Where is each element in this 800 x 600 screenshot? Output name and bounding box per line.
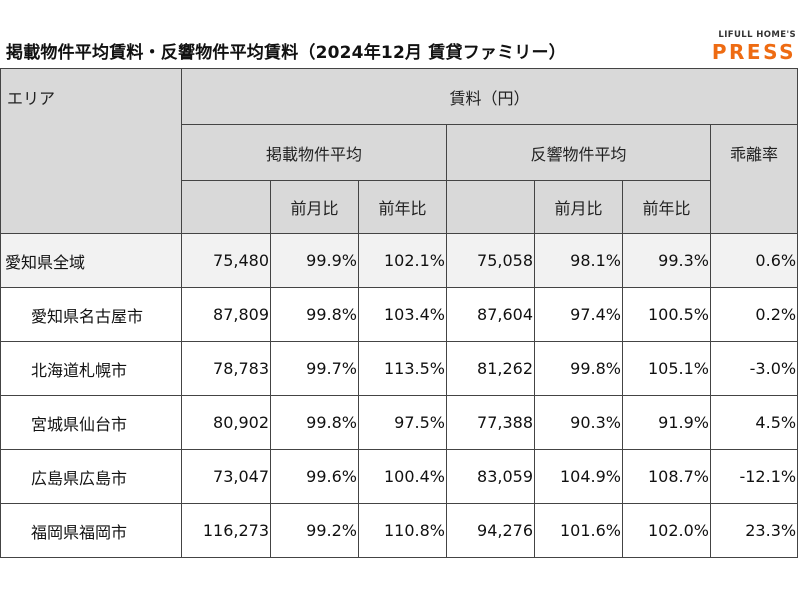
response-yoy-cell: 108.7%	[622, 449, 711, 504]
response-yoy-header: 前年比	[622, 180, 711, 234]
listing-avg-cell: 73,047	[181, 449, 271, 504]
area-header: エリア	[0, 68, 182, 234]
response-avg-cell: 87,604	[446, 287, 535, 342]
response-yoy-cell: 99.3%	[622, 233, 711, 288]
listing-spacer	[181, 180, 271, 234]
logo-main-text: PRESS	[711, 40, 796, 64]
response-yoy-cell: 102.0%	[622, 503, 711, 558]
area-cell: 宮城県仙台市	[0, 395, 182, 450]
response-mom-header: 前月比	[534, 180, 623, 234]
response-mom-cell: 101.6%	[534, 503, 623, 558]
area-cell: 愛知県全域	[0, 233, 182, 288]
lifull-homes-press-logo: LIFULL HOME'S PRESS	[706, 30, 796, 64]
listing-avg-cell: 75,480	[181, 233, 271, 288]
rent-table: エリア 賃料（円） 掲載物件平均 反響物件平均 乖離率 前月比 前年比 前月比 …	[0, 68, 799, 558]
gap-header: 乖離率	[709, 124, 799, 234]
table-row: 愛知県名古屋市 87,809 99.8% 103.4% 87,604 97.4% 100.5…	[0, 287, 799, 342]
response-mom-cell: 97.4%	[534, 287, 623, 342]
area-cell: 広島県広島市	[0, 449, 182, 504]
listing-yoy-cell: 113.5%	[358, 341, 447, 396]
listing-header: 掲載物件平均	[181, 124, 447, 181]
response-avg-cell: 75,058	[446, 233, 535, 288]
response-yoy-cell: 105.1%	[622, 341, 711, 396]
listing-avg-cell: 78,783	[181, 341, 271, 396]
gap-rate-cell: 23.3%	[709, 503, 799, 558]
listing-avg-cell: 80,902	[181, 395, 271, 450]
response-yoy-cell: 91.9%	[622, 395, 711, 450]
header-row-2: 掲載物件平均 反響物件平均 乖離率	[1, 124, 799, 234]
table-row: 広島県広島市 73,047 99.6% 100.4% 83,059 104.9% 108.7…	[0, 449, 799, 504]
listing-avg-cell: 87,809	[181, 287, 271, 342]
response-mom-cell: 90.3%	[534, 395, 623, 450]
response-mom-cell: 98.1%	[534, 233, 623, 288]
listing-yoy-cell: 110.8%	[358, 503, 447, 558]
gap-rate-cell: 0.2%	[709, 287, 799, 342]
listing-yoy-cell: 100.4%	[358, 449, 447, 504]
listing-mom-cell: 99.8%	[270, 395, 359, 450]
listing-mom-cell: 99.9%	[270, 233, 359, 288]
response-avg-cell: 83,059	[446, 449, 535, 504]
table-row: 北海道札幌市 78,783 99.7% 113.5% 81,262 99.8% 105.1%…	[0, 341, 799, 396]
area-cell: 福岡県福岡市	[0, 503, 182, 558]
gap-rate-cell: 0.6%	[709, 233, 799, 288]
listing-mom-cell: 99.7%	[270, 341, 359, 396]
listing-yoy-cell: 97.5%	[358, 395, 447, 450]
response-avg-cell: 94,276	[446, 503, 535, 558]
chart-title: 掲載物件平均賃料・反響物件平均賃料（2024年12月 賃貸ファミリー）	[6, 43, 566, 63]
area-cell: 北海道札幌市	[0, 341, 182, 396]
gap-rate-cell: -3.0%	[709, 341, 799, 396]
response-mom-cell: 104.9%	[534, 449, 623, 504]
listing-mom-header: 前月比	[270, 180, 359, 234]
gap-rate-cell: -12.1%	[709, 449, 799, 504]
table-body: エリア 賃料（円） 掲載物件平均 反響物件平均 乖離率 前月比 前年比 前月比 …	[0, 68, 799, 558]
response-yoy-cell: 100.5%	[622, 287, 711, 342]
rent-header: 賃料（円）	[180, 68, 799, 125]
response-header: 反響物件平均	[446, 124, 711, 181]
response-mom-cell: 99.8%	[534, 341, 623, 396]
area-cell: 愛知県名古屋市	[0, 287, 182, 342]
table-row: 福岡県福岡市 116,273 99.2% 110.8% 94,276 101.6% 102.…	[0, 503, 799, 558]
listing-mom-cell: 99.6%	[270, 449, 359, 504]
table-row: 宮城県仙台市 80,902 99.8% 97.5% 77,388 90.3% 91.9% 4.…	[0, 395, 799, 450]
table-row: 愛知県全域 75,480 99.9% 102.1% 75,058 98.1% 99.3% 0.…	[0, 233, 799, 288]
response-avg-cell: 81,262	[446, 341, 535, 396]
listing-yoy-cell: 103.4%	[358, 287, 447, 342]
response-avg-cell: 77,388	[446, 395, 535, 450]
listing-avg-cell: 116,273	[181, 503, 271, 558]
listing-yoy-header: 前年比	[358, 180, 447, 234]
logo-top-text: LIFULL HOME'S	[718, 30, 796, 40]
response-spacer	[446, 180, 535, 234]
header-row-1: エリア 賃料（円）	[0, 68, 799, 234]
listing-mom-cell: 99.8%	[270, 287, 359, 342]
listing-yoy-cell: 102.1%	[358, 233, 447, 288]
gap-rate-cell: 4.5%	[709, 395, 799, 450]
listing-mom-cell: 99.2%	[270, 503, 359, 558]
